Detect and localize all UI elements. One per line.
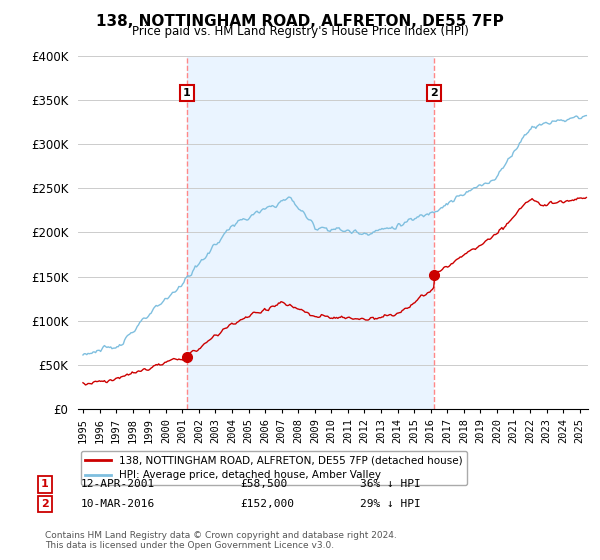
Text: 2: 2 [41, 499, 49, 509]
Text: 1: 1 [41, 479, 49, 489]
Legend: 138, NOTTINGHAM ROAD, ALFRETON, DE55 7FP (detached house), HPI: Average price, d: 138, NOTTINGHAM ROAD, ALFRETON, DE55 7FP… [80, 451, 467, 484]
Bar [187, 56, 434, 409]
Text: 10-MAR-2016: 10-MAR-2016 [81, 499, 155, 509]
Text: 36% ↓ HPI: 36% ↓ HPI [360, 479, 421, 489]
Text: Price paid vs. HM Land Registry's House Price Index (HPI): Price paid vs. HM Land Registry's House … [131, 25, 469, 38]
Text: 1: 1 [183, 88, 191, 98]
Text: Contains HM Land Registry data © Crown copyright and database right 2024.
This d: Contains HM Land Registry data © Crown c… [45, 530, 397, 550]
Text: £152,000: £152,000 [240, 499, 294, 509]
Text: £58,500: £58,500 [240, 479, 287, 489]
Text: 29% ↓ HPI: 29% ↓ HPI [360, 499, 421, 509]
Text: 12-APR-2001: 12-APR-2001 [81, 479, 155, 489]
Text: 138, NOTTINGHAM ROAD, ALFRETON, DE55 7FP: 138, NOTTINGHAM ROAD, ALFRETON, DE55 7FP [96, 14, 504, 29]
Text: 2: 2 [430, 88, 438, 98]
